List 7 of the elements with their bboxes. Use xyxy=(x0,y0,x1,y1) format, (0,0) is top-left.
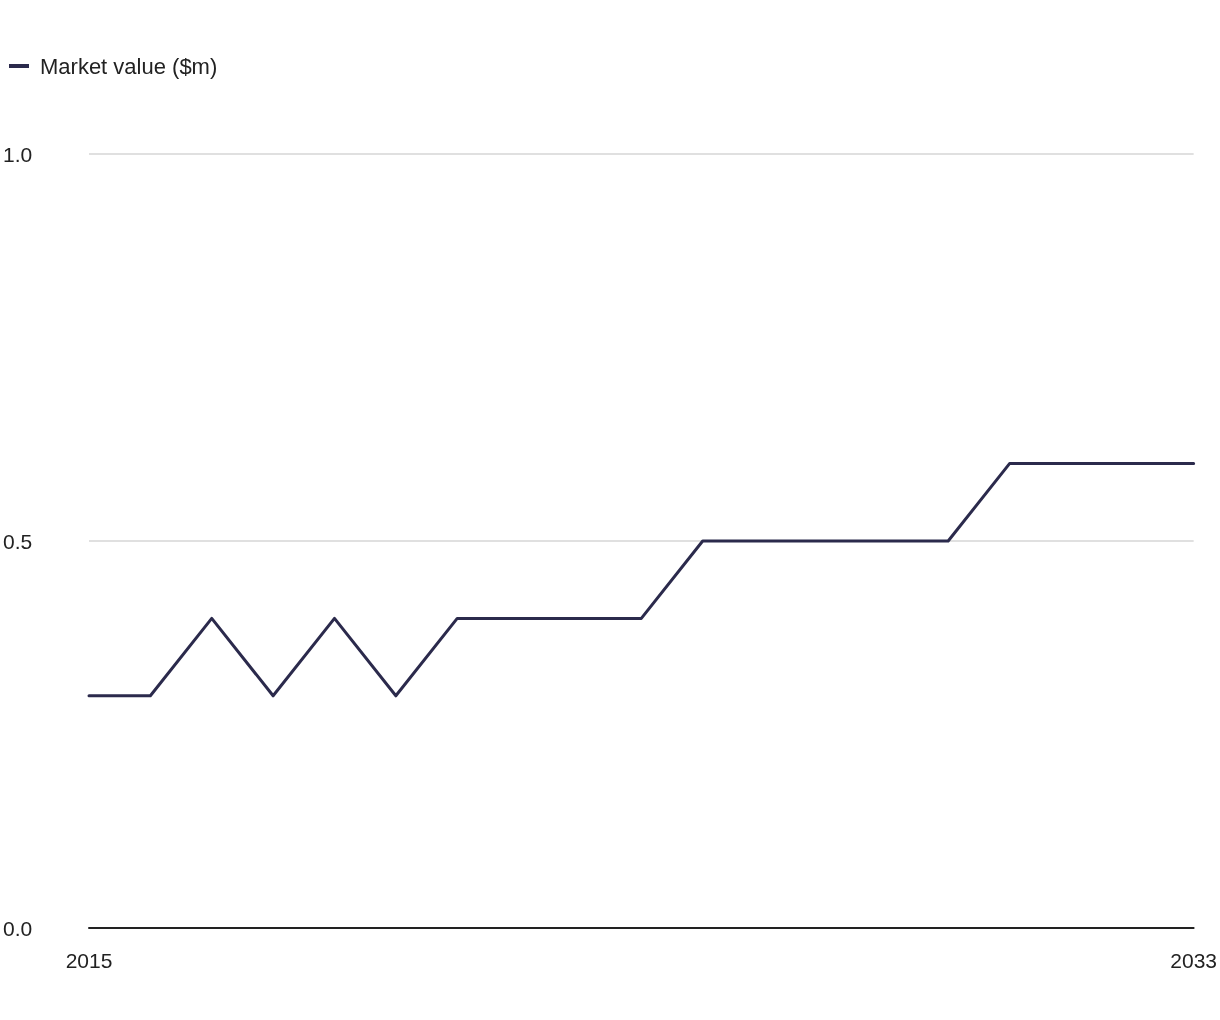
x-tick-label: 2015 xyxy=(65,949,113,972)
y-tick-label: 0.0 xyxy=(3,916,33,940)
x-tick-label: 2033 xyxy=(1170,949,1217,972)
legend-label: Market value ($m) xyxy=(40,53,218,79)
line-series xyxy=(87,462,1196,698)
y-tick-label: 0.5 xyxy=(3,529,33,553)
y-tick-label: 1.0 xyxy=(3,142,33,166)
